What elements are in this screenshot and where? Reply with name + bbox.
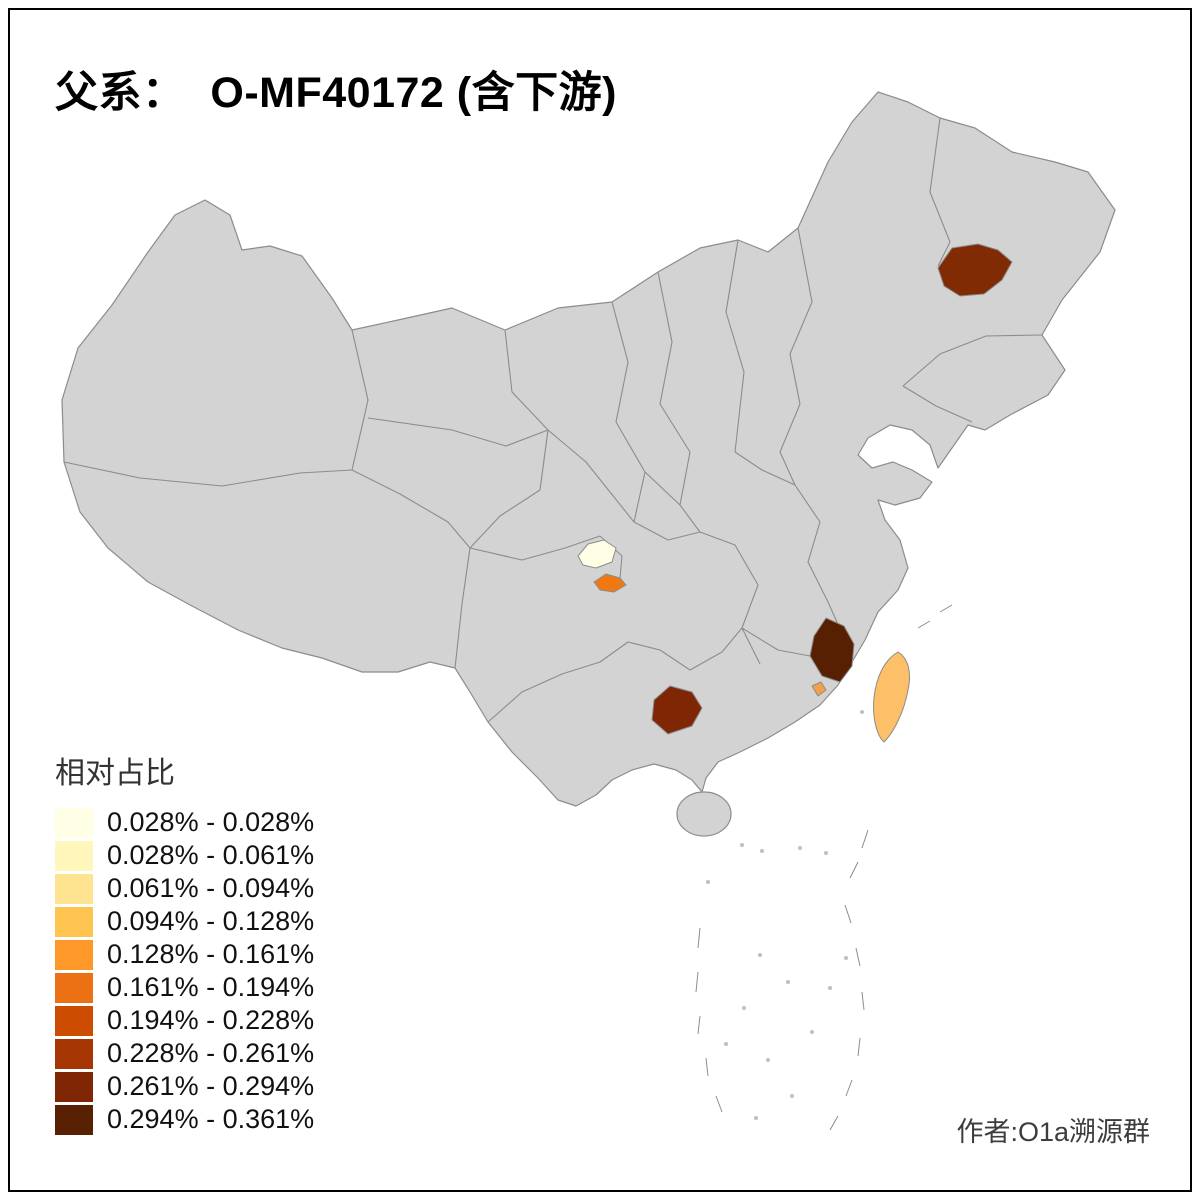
- legend-item: 0.194% - 0.228%: [55, 1004, 314, 1037]
- legend-label: 0.228% - 0.261%: [107, 1038, 315, 1068]
- legend-swatch: [55, 1071, 93, 1102]
- legend-label: 0.261% - 0.294%: [107, 1071, 315, 1101]
- legend-item: 0.161% - 0.194%: [55, 971, 314, 1004]
- legend-item: 0.061% - 0.094%: [55, 872, 314, 905]
- legend: 相对占比 0.028% - 0.028% 0.028% - 0.061% 0.0…: [55, 748, 314, 1136]
- nine-dash-line: [695, 604, 953, 1131]
- legend-swatch: [55, 906, 93, 937]
- highlighted-regions: [577, 243, 1013, 743]
- region-taiwan: [873, 651, 911, 743]
- region-sichuan: [577, 539, 617, 569]
- legend-swatch: [55, 972, 93, 1003]
- legend-label: 0.128% - 0.161%: [107, 939, 315, 969]
- legend-title: 相对占比: [55, 757, 175, 790]
- legend-swatch: [55, 1038, 93, 1069]
- legend-label: 0.194% - 0.228%: [107, 1005, 315, 1035]
- legend-swatch: [55, 939, 93, 970]
- legend-label: 0.028% - 0.061%: [107, 840, 315, 870]
- legend-item: 0.094% - 0.128%: [55, 905, 314, 938]
- legend-swatch: [55, 1005, 93, 1036]
- legend-item: 0.228% - 0.261%: [55, 1037, 314, 1070]
- region-northeast: [937, 243, 1013, 297]
- legend-label: 0.161% - 0.194%: [107, 972, 315, 1002]
- legend-swatch: [55, 840, 93, 871]
- legend-label: 0.094% - 0.128%: [107, 906, 315, 936]
- region-chongqing: [593, 573, 627, 593]
- legend-label: 0.294% - 0.361%: [107, 1104, 315, 1134]
- legend-swatch: [55, 873, 93, 904]
- legend-label: 0.061% - 0.094%: [107, 873, 315, 903]
- author-credit: 作者:O1a溯源群: [956, 1117, 1150, 1147]
- legend-swatch: [55, 1104, 93, 1135]
- mainland-outline: [61, 91, 1116, 807]
- china-landmass: [61, 91, 1116, 837]
- legend-item: 0.294% - 0.361%: [55, 1103, 314, 1136]
- legend-item: 0.028% - 0.028%: [55, 806, 314, 839]
- legend-label: 0.028% - 0.028%: [107, 807, 315, 837]
- legend-item: 0.261% - 0.294%: [55, 1070, 314, 1103]
- hainan-island: [676, 791, 732, 837]
- scs-islets: [706, 710, 864, 1120]
- province-borders: [63, 117, 1043, 723]
- legend-swatch: [55, 807, 93, 838]
- legend-item: 0.028% - 0.061%: [55, 839, 314, 872]
- region-guangxi: [651, 685, 703, 735]
- region-fujian-coast: [811, 681, 827, 697]
- page-title: 父系： O-MF40172 (含下游): [55, 69, 617, 117]
- region-fujian: [809, 617, 855, 683]
- legend-item: 0.128% - 0.161%: [55, 938, 314, 971]
